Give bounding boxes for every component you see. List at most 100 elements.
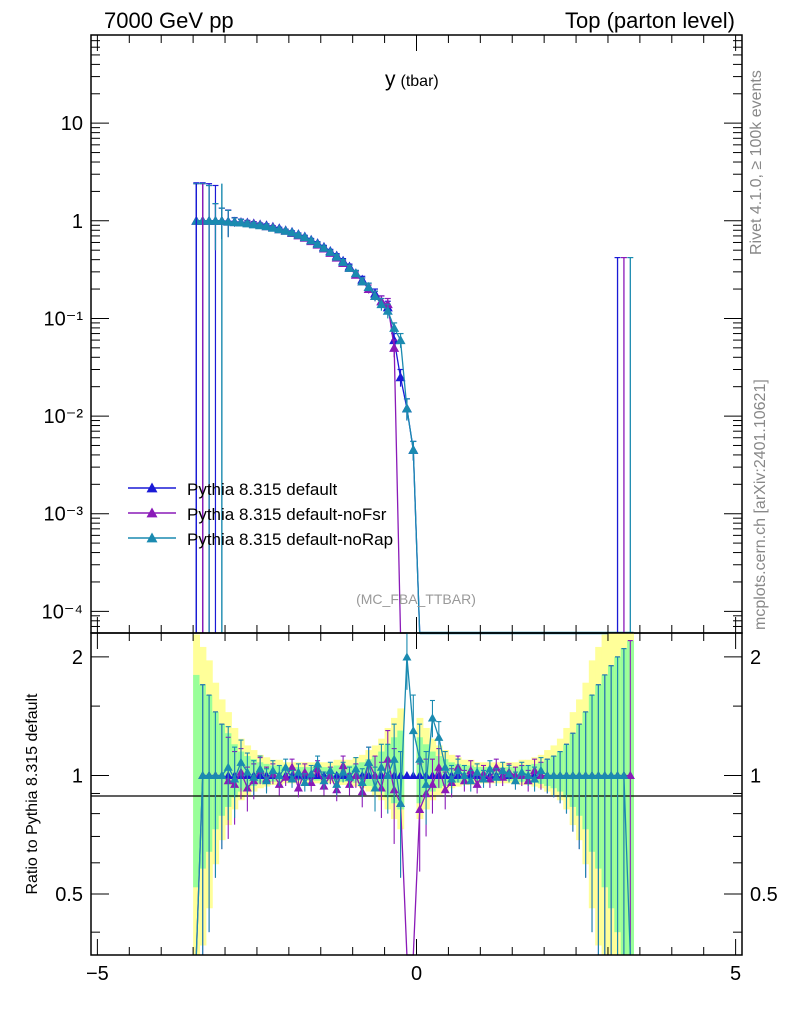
ratio-point [357,777,367,787]
ratio-point [415,804,425,813]
main-series-line [196,220,407,634]
main-series-2 [191,183,421,634]
ratio-point [242,767,252,776]
ratio-ytick-label-right: 2 [750,647,761,669]
ratio-point [453,765,463,774]
main-ytick-label: 10⁻³ [44,504,84,526]
ratio-point [230,774,240,783]
ratio-point [402,652,412,661]
ratio-band-inner [193,674,200,888]
ratio-point [198,770,208,780]
ratio-point [332,779,342,788]
ratio-ylabel: Ratio to Pythia 8.315 default [24,693,41,895]
ratio-point [561,770,571,780]
ratio-point [479,774,489,783]
ratio-series-1 [195,632,631,956]
legend-marker [146,507,158,518]
main-point [287,227,298,237]
main-point [235,217,246,227]
ratio-point [223,762,233,771]
main-point [204,215,215,225]
main-point [395,335,406,345]
ratio-point [408,726,418,735]
ratio-ytick-label: 1 [72,765,83,787]
ratio-point [293,767,303,776]
ratio-point [574,770,584,780]
main-point [350,268,361,278]
ratio-point [593,770,603,780]
ratio-point [510,776,520,785]
ratio-point [306,769,316,778]
ratio-point [281,762,291,771]
ratio-point [581,770,591,780]
legend-marker [146,482,158,493]
header-right: Top (parton level) [565,8,735,33]
ratio-point [313,759,323,768]
ratio-point [293,783,303,792]
main-point [363,281,374,291]
main-point [338,256,349,266]
legend-label: Pythia 8.315 default [187,480,338,499]
header-left: 7000 GeV pp [104,8,234,33]
main-point [223,216,234,226]
main-point [210,215,221,225]
main-point [318,242,329,252]
ratio-point [587,770,597,780]
ratio-point [344,772,354,781]
ratio-point [319,776,329,785]
ratio-point [434,732,444,741]
ratio-point [376,762,386,771]
ratio-point [217,770,227,780]
main-point [280,225,291,235]
ratio-point [370,783,380,792]
ratio-point [568,770,578,780]
main-point [306,235,317,245]
main-point [401,403,412,413]
ratio-point [274,770,284,780]
main-point [344,262,355,272]
ratio-point [427,779,437,788]
ratio-point [268,765,278,774]
main-ytick-label: 1 [72,211,83,233]
ratio-point [498,765,508,774]
main-point [325,246,336,256]
main-point [229,217,240,227]
ratio-panel: 2 2 1 1 0.5 0.5 −5 0 5 Ratio to Pythia 8.315 def… [24,632,778,985]
ratio-point [255,764,265,773]
ratio-point [606,770,616,780]
ratio-point [549,770,559,780]
main-series-1 [191,183,407,634]
main-point [255,220,266,230]
legend-label: Pythia 8.315 default-noRap [187,530,393,549]
ratio-xtick-label: 5 [730,963,741,985]
ratio-ytick-label: 0.5 [55,884,83,906]
main-panel: 10 1 10⁻¹ 10⁻² 10⁻³ 10⁻⁴ y (tbar) (MC_FBA_TTBA… [42,34,743,635]
ratio-point [351,764,361,773]
ratio-ytick-label-right: 0.5 [750,884,778,906]
ratio-point [625,770,635,780]
ratio-point [523,770,533,780]
ratio-point [517,767,527,776]
ratio-point [300,777,310,787]
main-ytick-label: 10 [61,113,83,135]
legend-label: Pythia 8.315 default-noFsr [187,505,387,524]
ratio-point [415,754,425,763]
ratio-point [389,754,399,763]
ratio-point [613,770,623,780]
main-point [293,229,304,239]
main-point [370,290,381,300]
ratio-point [421,779,431,788]
ratio-xtick-label: −5 [86,963,109,985]
main-ytick-label: 10⁻¹ [44,308,84,330]
ratio-xtick-label: 0 [411,963,422,985]
main-point [312,238,323,248]
main-point [261,221,272,231]
ratio-point [210,770,220,780]
main-series-line [196,220,421,634]
ratio-point [204,770,214,780]
main-series-0 [191,182,421,634]
ratio-frame [90,632,743,956]
legend: Pythia 8.315 default Pythia 8.315 default… [128,480,393,549]
ratio-point [600,770,610,780]
